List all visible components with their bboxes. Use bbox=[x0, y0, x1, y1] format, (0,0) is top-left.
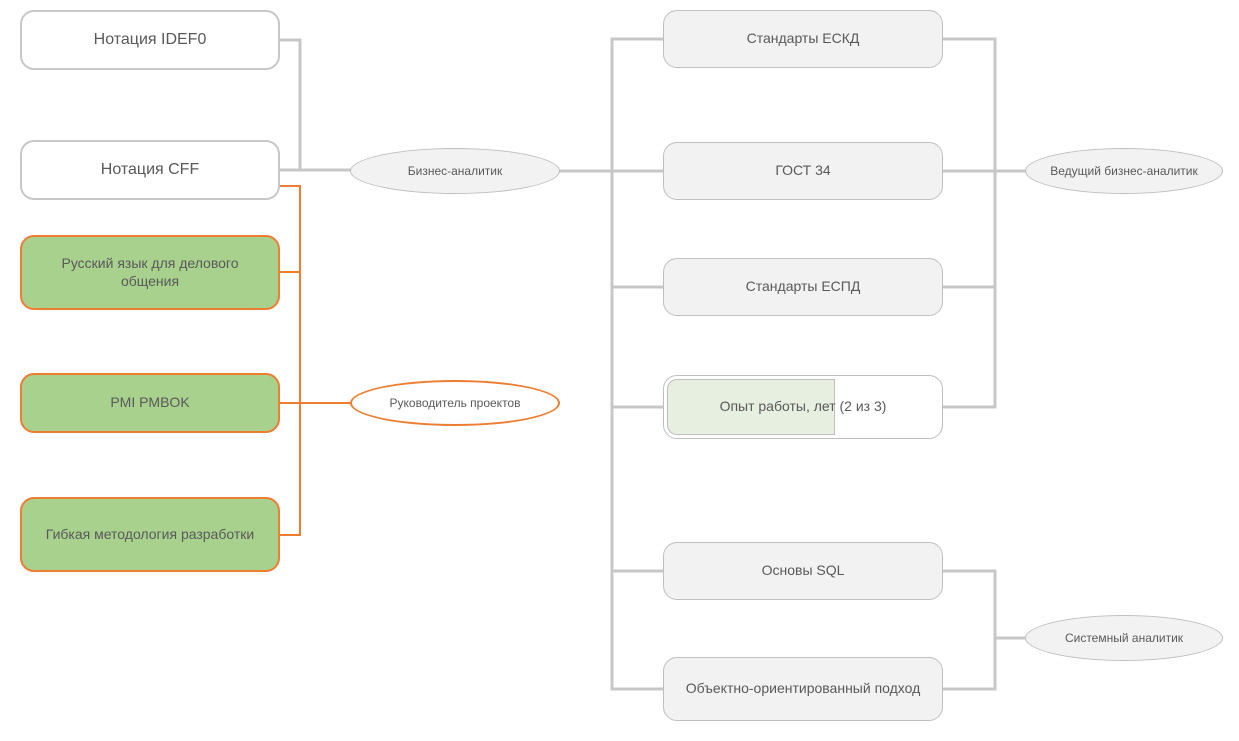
node-label: Стандарты ЕСКД bbox=[737, 30, 870, 48]
node-n_lead_ba: Ведущий бизнес-аналитик bbox=[1025, 148, 1223, 194]
node-n_rus: Русский язык для делового общения bbox=[20, 235, 280, 310]
node-label: Бизнес-аналитик bbox=[398, 164, 513, 179]
node-label: Стандарты ЕСПД bbox=[736, 278, 871, 296]
node-n_oop: Объектно-ориентированный подход bbox=[663, 657, 943, 721]
node-label: Руководитель проектов bbox=[380, 396, 531, 411]
node-label: Русский язык для делового общения bbox=[22, 255, 278, 290]
node-n_agile: Гибкая методология разработки bbox=[20, 497, 280, 572]
node-label: ГОСТ 34 bbox=[765, 162, 840, 180]
node-label: Нотация CFF bbox=[91, 160, 209, 180]
node-n_pm: Руководитель проектов bbox=[350, 380, 560, 426]
node-label: Ведущий бизнес-аналитик bbox=[1040, 164, 1208, 179]
node-n_cff: Нотация CFF bbox=[20, 140, 280, 200]
node-label: Основы SQL bbox=[752, 562, 855, 580]
node-label: Гибкая методология разработки bbox=[36, 526, 264, 544]
node-label: Опыт работы, лет (2 из 3) bbox=[710, 398, 897, 416]
node-n_espd: Стандарты ЕСПД bbox=[663, 258, 943, 316]
node-label: Объектно-ориентированный подход bbox=[676, 680, 931, 698]
edge-n_ba-n_eskd bbox=[612, 39, 663, 171]
edge-n_agile-n_pm bbox=[280, 403, 300, 535]
node-label: Системный аналитик bbox=[1055, 631, 1193, 646]
edge-n_ba-n_sql bbox=[612, 171, 663, 571]
edge-n_cff-n_pm bbox=[280, 186, 300, 403]
node-n_gost34: ГОСТ 34 bbox=[663, 142, 943, 200]
node-n_idef0: Нотация IDEF0 bbox=[20, 10, 280, 70]
edge-n_sql-n_sa bbox=[943, 571, 1025, 638]
node-n_ba: Бизнес-аналитик bbox=[350, 148, 560, 194]
edge-n_ba-n_oop bbox=[612, 171, 663, 689]
node-n_pmbok: PMI PMBOK bbox=[20, 373, 280, 433]
node-n_exp: Опыт работы, лет (2 из 3) bbox=[663, 375, 943, 439]
edge-n_ba-n_espd bbox=[612, 171, 663, 287]
edge-n_idef0-n_ba bbox=[280, 40, 300, 170]
edge-n_oop-n_sa bbox=[943, 638, 995, 689]
edge-n_ba-n_exp bbox=[612, 171, 663, 407]
edge-n_rus-n_pm bbox=[280, 272, 300, 403]
node-label: Нотация IDEF0 bbox=[84, 30, 217, 50]
edge-n_exp-n_lead_ba bbox=[943, 171, 995, 407]
node-label: PMI PMBOK bbox=[100, 394, 199, 412]
edge-n_espd-n_lead_ba bbox=[943, 171, 995, 287]
node-n_sql: Основы SQL bbox=[663, 542, 943, 600]
edge-n_eskd-n_lead_ba bbox=[943, 39, 995, 171]
node-n_eskd: Стандарты ЕСКД bbox=[663, 10, 943, 68]
node-n_sa: Системный аналитик bbox=[1025, 615, 1223, 661]
